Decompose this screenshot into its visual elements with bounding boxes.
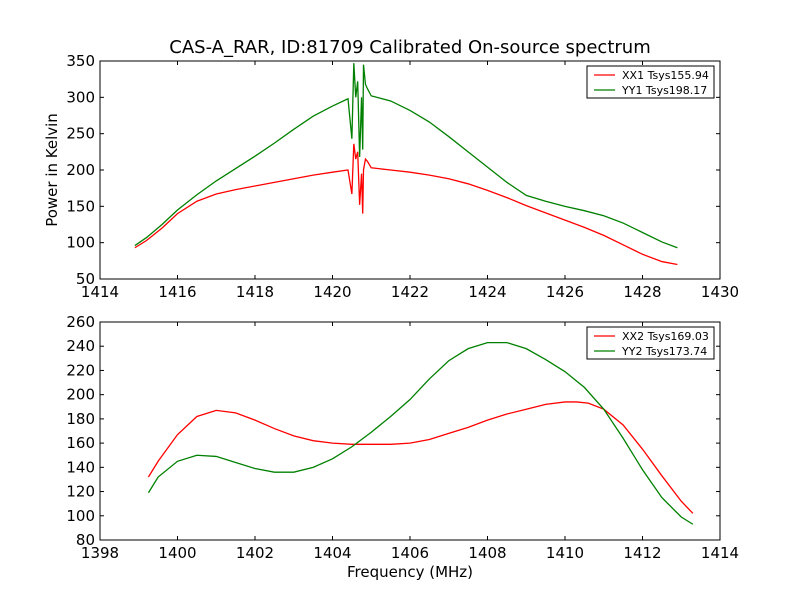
x-tick-label: 1408 — [468, 544, 506, 562]
y-tick-label: 160 — [66, 434, 95, 452]
x-tick-label: 1428 — [623, 283, 661, 301]
y-tick-label: 350 — [66, 52, 95, 70]
x-tick-label: 1410 — [546, 544, 584, 562]
y-tick-label: 80 — [76, 531, 95, 549]
legend-label: YY2 Tsys173.74 — [621, 345, 707, 358]
series-line-1 — [147, 401, 694, 514]
x-axis-label-bottom: Frequency (MHz) — [347, 563, 473, 581]
y-tick-label: 150 — [66, 197, 95, 215]
legend: XX2 Tsys169.03 YY2 Tsys173.74 — [586, 326, 715, 360]
x-tick-label: 1402 — [236, 544, 274, 562]
x-tick-label: 1404 — [313, 544, 351, 562]
y-tick-label: 50 — [76, 270, 95, 288]
legend-box — [586, 65, 715, 99]
y-tick-label: 100 — [66, 507, 95, 525]
x-tick-label: 1412 — [623, 544, 661, 562]
top-panel: 1414 1416 1418 1420 1422 1424 1426 1428 1430 50 10… — [66, 52, 739, 301]
x-tick-label: 1414 — [701, 544, 739, 562]
y-axis-label-top: Power in Kelvin — [43, 113, 61, 227]
series-line-2 — [147, 341, 694, 525]
y-tick-label: 200 — [66, 161, 95, 179]
y-tick-label: 140 — [66, 458, 95, 476]
y-tick-label: 260 — [66, 313, 95, 331]
legend-label: YY1 Tsys198.17 — [621, 84, 707, 97]
x-tick-label: 1426 — [546, 283, 584, 301]
x-tick-label: 1430 — [701, 283, 739, 301]
legend-label: XX2 Tsys169.03 — [622, 330, 709, 343]
x-tick-label: 1400 — [158, 544, 196, 562]
x-tick-label: 1406 — [391, 544, 429, 562]
x-tick-label: 1414 — [81, 283, 119, 301]
x-tick-label: 1416 — [158, 283, 196, 301]
x-tick-label: 1424 — [468, 283, 506, 301]
legend: XX1 Tsys155.94 YY1 Tsys198.17 — [586, 65, 715, 99]
legend-label: XX1 Tsys155.94 — [622, 69, 709, 82]
y-tick-label: 180 — [66, 410, 95, 428]
x-tick-label: 1398 — [81, 544, 119, 562]
x-tick-label: 1420 — [313, 283, 351, 301]
y-tick-label: 250 — [66, 125, 95, 143]
series-line-1 — [134, 143, 678, 266]
x-tick-label: 1418 — [236, 283, 274, 301]
chart-title: CAS-A_RAR, ID:81709 Calibrated On-source… — [169, 37, 650, 58]
y-tick-label: 240 — [66, 337, 95, 355]
legend-box — [586, 326, 715, 360]
series-line-2 — [134, 63, 678, 249]
x-tick-label: 1422 — [391, 283, 429, 301]
y-tick-label: 100 — [66, 234, 95, 252]
bottom-panel: 1398 1400 1402 1404 1406 1408 1410 1412 1414 80 10… — [66, 313, 739, 562]
y-tick-label: 220 — [66, 361, 95, 379]
y-tick-label: 120 — [66, 483, 95, 501]
y-tick-label: 200 — [66, 386, 95, 404]
y-tick-label: 300 — [66, 88, 95, 106]
